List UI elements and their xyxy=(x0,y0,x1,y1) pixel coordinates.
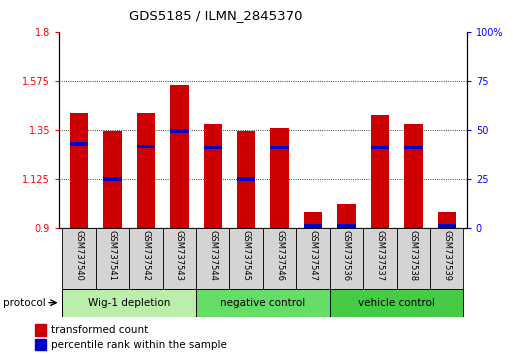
Bar xyxy=(337,224,356,228)
Bar xyxy=(163,228,196,289)
Bar xyxy=(330,228,363,289)
Text: GSM737538: GSM737538 xyxy=(409,230,418,281)
Text: Wig-1 depletion: Wig-1 depletion xyxy=(88,298,170,308)
Bar xyxy=(397,228,430,289)
Text: GSM737547: GSM737547 xyxy=(308,230,318,281)
Text: vehicle control: vehicle control xyxy=(358,298,435,308)
Text: GSM737542: GSM737542 xyxy=(142,230,150,281)
Text: GDS5185 / ILMN_2845370: GDS5185 / ILMN_2845370 xyxy=(129,9,302,22)
Bar xyxy=(96,228,129,289)
Text: GSM737543: GSM737543 xyxy=(175,230,184,281)
Bar xyxy=(63,289,196,317)
Bar xyxy=(263,228,297,289)
Text: GSM737536: GSM737536 xyxy=(342,230,351,281)
Bar xyxy=(229,228,263,289)
Bar xyxy=(337,204,356,228)
Bar xyxy=(330,289,463,317)
Bar xyxy=(196,289,330,317)
Bar xyxy=(270,146,289,149)
Bar xyxy=(204,124,222,228)
Bar xyxy=(237,177,255,181)
Text: protocol: protocol xyxy=(3,298,45,308)
Bar xyxy=(63,228,96,289)
Text: percentile rank within the sample: percentile rank within the sample xyxy=(51,340,227,350)
Bar xyxy=(304,224,322,228)
Bar xyxy=(70,142,88,146)
Bar xyxy=(404,146,423,149)
Bar xyxy=(438,224,456,228)
Bar xyxy=(304,212,322,228)
Text: GSM737539: GSM737539 xyxy=(442,230,451,281)
Bar xyxy=(170,85,189,228)
Bar xyxy=(35,324,46,336)
Bar xyxy=(137,113,155,228)
Bar xyxy=(129,228,163,289)
Bar xyxy=(204,146,222,149)
Bar xyxy=(196,228,229,289)
Text: GSM737541: GSM737541 xyxy=(108,230,117,281)
Bar xyxy=(430,228,463,289)
Text: transformed count: transformed count xyxy=(51,325,148,335)
Bar xyxy=(363,228,397,289)
Text: GSM737540: GSM737540 xyxy=(74,230,84,281)
Text: GSM737546: GSM737546 xyxy=(275,230,284,281)
Text: GSM737537: GSM737537 xyxy=(376,230,384,281)
Bar xyxy=(297,228,330,289)
Bar xyxy=(270,128,289,228)
Bar xyxy=(371,115,389,228)
Bar xyxy=(35,339,46,350)
Bar xyxy=(404,124,423,228)
Bar xyxy=(237,131,255,228)
Bar xyxy=(170,129,189,133)
Bar xyxy=(137,145,155,148)
Bar xyxy=(103,177,122,181)
Text: GSM737544: GSM737544 xyxy=(208,230,218,281)
Text: GSM737545: GSM737545 xyxy=(242,230,251,281)
Bar xyxy=(371,146,389,149)
Text: negative control: negative control xyxy=(220,298,306,308)
Bar xyxy=(70,113,88,228)
Bar xyxy=(438,212,456,228)
Bar xyxy=(103,131,122,228)
